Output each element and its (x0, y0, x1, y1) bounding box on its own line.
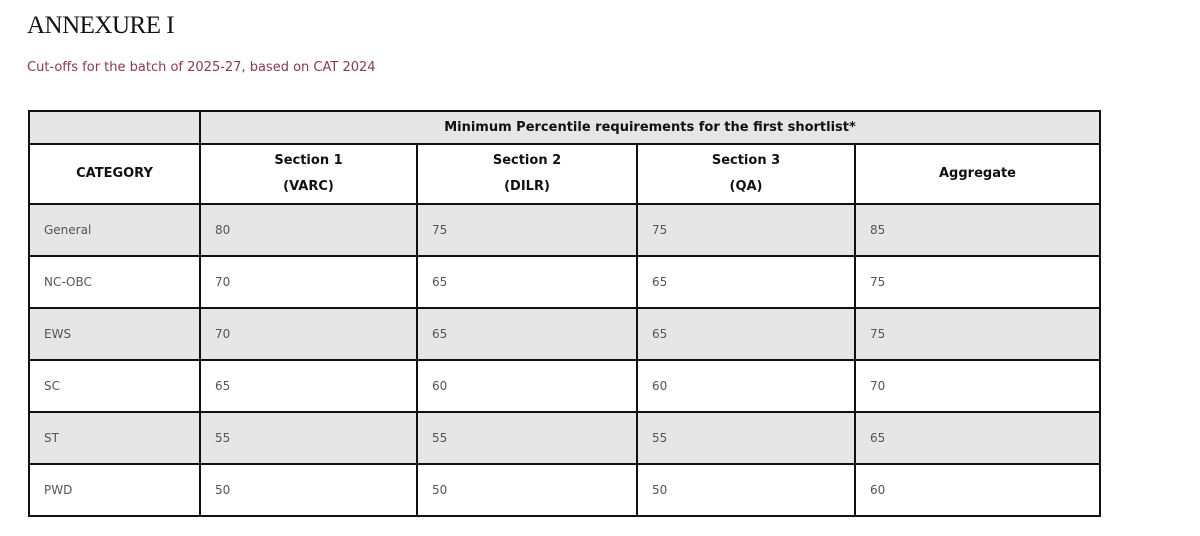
header-line: Aggregate (938, 166, 1016, 181)
category-cell: ST (28, 411, 201, 465)
value-cell: 55 (199, 411, 418, 465)
group-header: Minimum Percentile requirements for the … (199, 110, 1101, 145)
cutoff-table: Minimum Percentile requirements for the … (28, 110, 1101, 517)
value-cell: 65 (416, 307, 638, 361)
value-cell: 70 (854, 359, 1101, 413)
header-line: (VARC) (283, 179, 334, 194)
value-cell: 50 (199, 463, 418, 517)
column-header-row: CATEGORY Section 1 (VARC) Section 2 (DILR)… (28, 143, 1101, 205)
column-header-aggregate: Aggregate (854, 143, 1101, 205)
subtitle: Cut-offs for the batch of 2025-27, based… (27, 60, 376, 75)
table-row: SC 65 60 60 70 (28, 359, 1101, 413)
value-cell: 60 (636, 359, 856, 413)
value-cell: 70 (199, 307, 418, 361)
value-cell: 70 (199, 255, 418, 309)
header-line: Section 1 (274, 153, 343, 168)
table-row: ST 55 55 55 65 (28, 411, 1101, 465)
table-row: EWS 70 65 65 75 (28, 307, 1101, 361)
value-cell: 75 (416, 203, 638, 257)
table-row: General 80 75 75 85 (28, 203, 1101, 257)
value-cell: 65 (636, 255, 856, 309)
empty-header-cell (28, 110, 201, 145)
group-header-row: Minimum Percentile requirements for the … (28, 110, 1101, 145)
category-cell: SC (28, 359, 201, 413)
value-cell: 75 (854, 255, 1101, 309)
column-header-section-3: Section 3 (QA) (636, 143, 856, 205)
column-header-section-1: Section 1 (VARC) (199, 143, 418, 205)
value-cell: 80 (199, 203, 418, 257)
category-header: CATEGORY (28, 143, 201, 205)
header-line: (DILR) (504, 179, 550, 194)
category-cell: NC-OBC (28, 255, 201, 309)
category-cell: PWD (28, 463, 201, 517)
header-line: (QA) (729, 179, 763, 194)
header-line: Section 2 (492, 153, 562, 168)
category-cell: General (28, 203, 201, 257)
table-row: PWD 50 50 50 60 (28, 463, 1101, 517)
category-cell: EWS (28, 307, 201, 361)
value-cell: 75 (854, 307, 1101, 361)
value-cell: 65 (199, 359, 418, 413)
value-cell: 65 (636, 307, 856, 361)
value-cell: 60 (416, 359, 638, 413)
value-cell: 50 (416, 463, 638, 517)
table-row: NC-OBC 70 65 65 75 (28, 255, 1101, 309)
column-header-section-2: Section 2 (DILR) (416, 143, 638, 205)
value-cell: 65 (854, 411, 1101, 465)
value-cell: 65 (416, 255, 638, 309)
value-cell: 75 (636, 203, 856, 257)
value-cell: 85 (854, 203, 1101, 257)
value-cell: 55 (416, 411, 638, 465)
header-line: Section 3 (711, 153, 781, 168)
value-cell: 50 (636, 463, 856, 517)
value-cell: 60 (854, 463, 1101, 517)
value-cell: 55 (636, 411, 856, 465)
page-title: ANNEXURE I (27, 12, 175, 39)
